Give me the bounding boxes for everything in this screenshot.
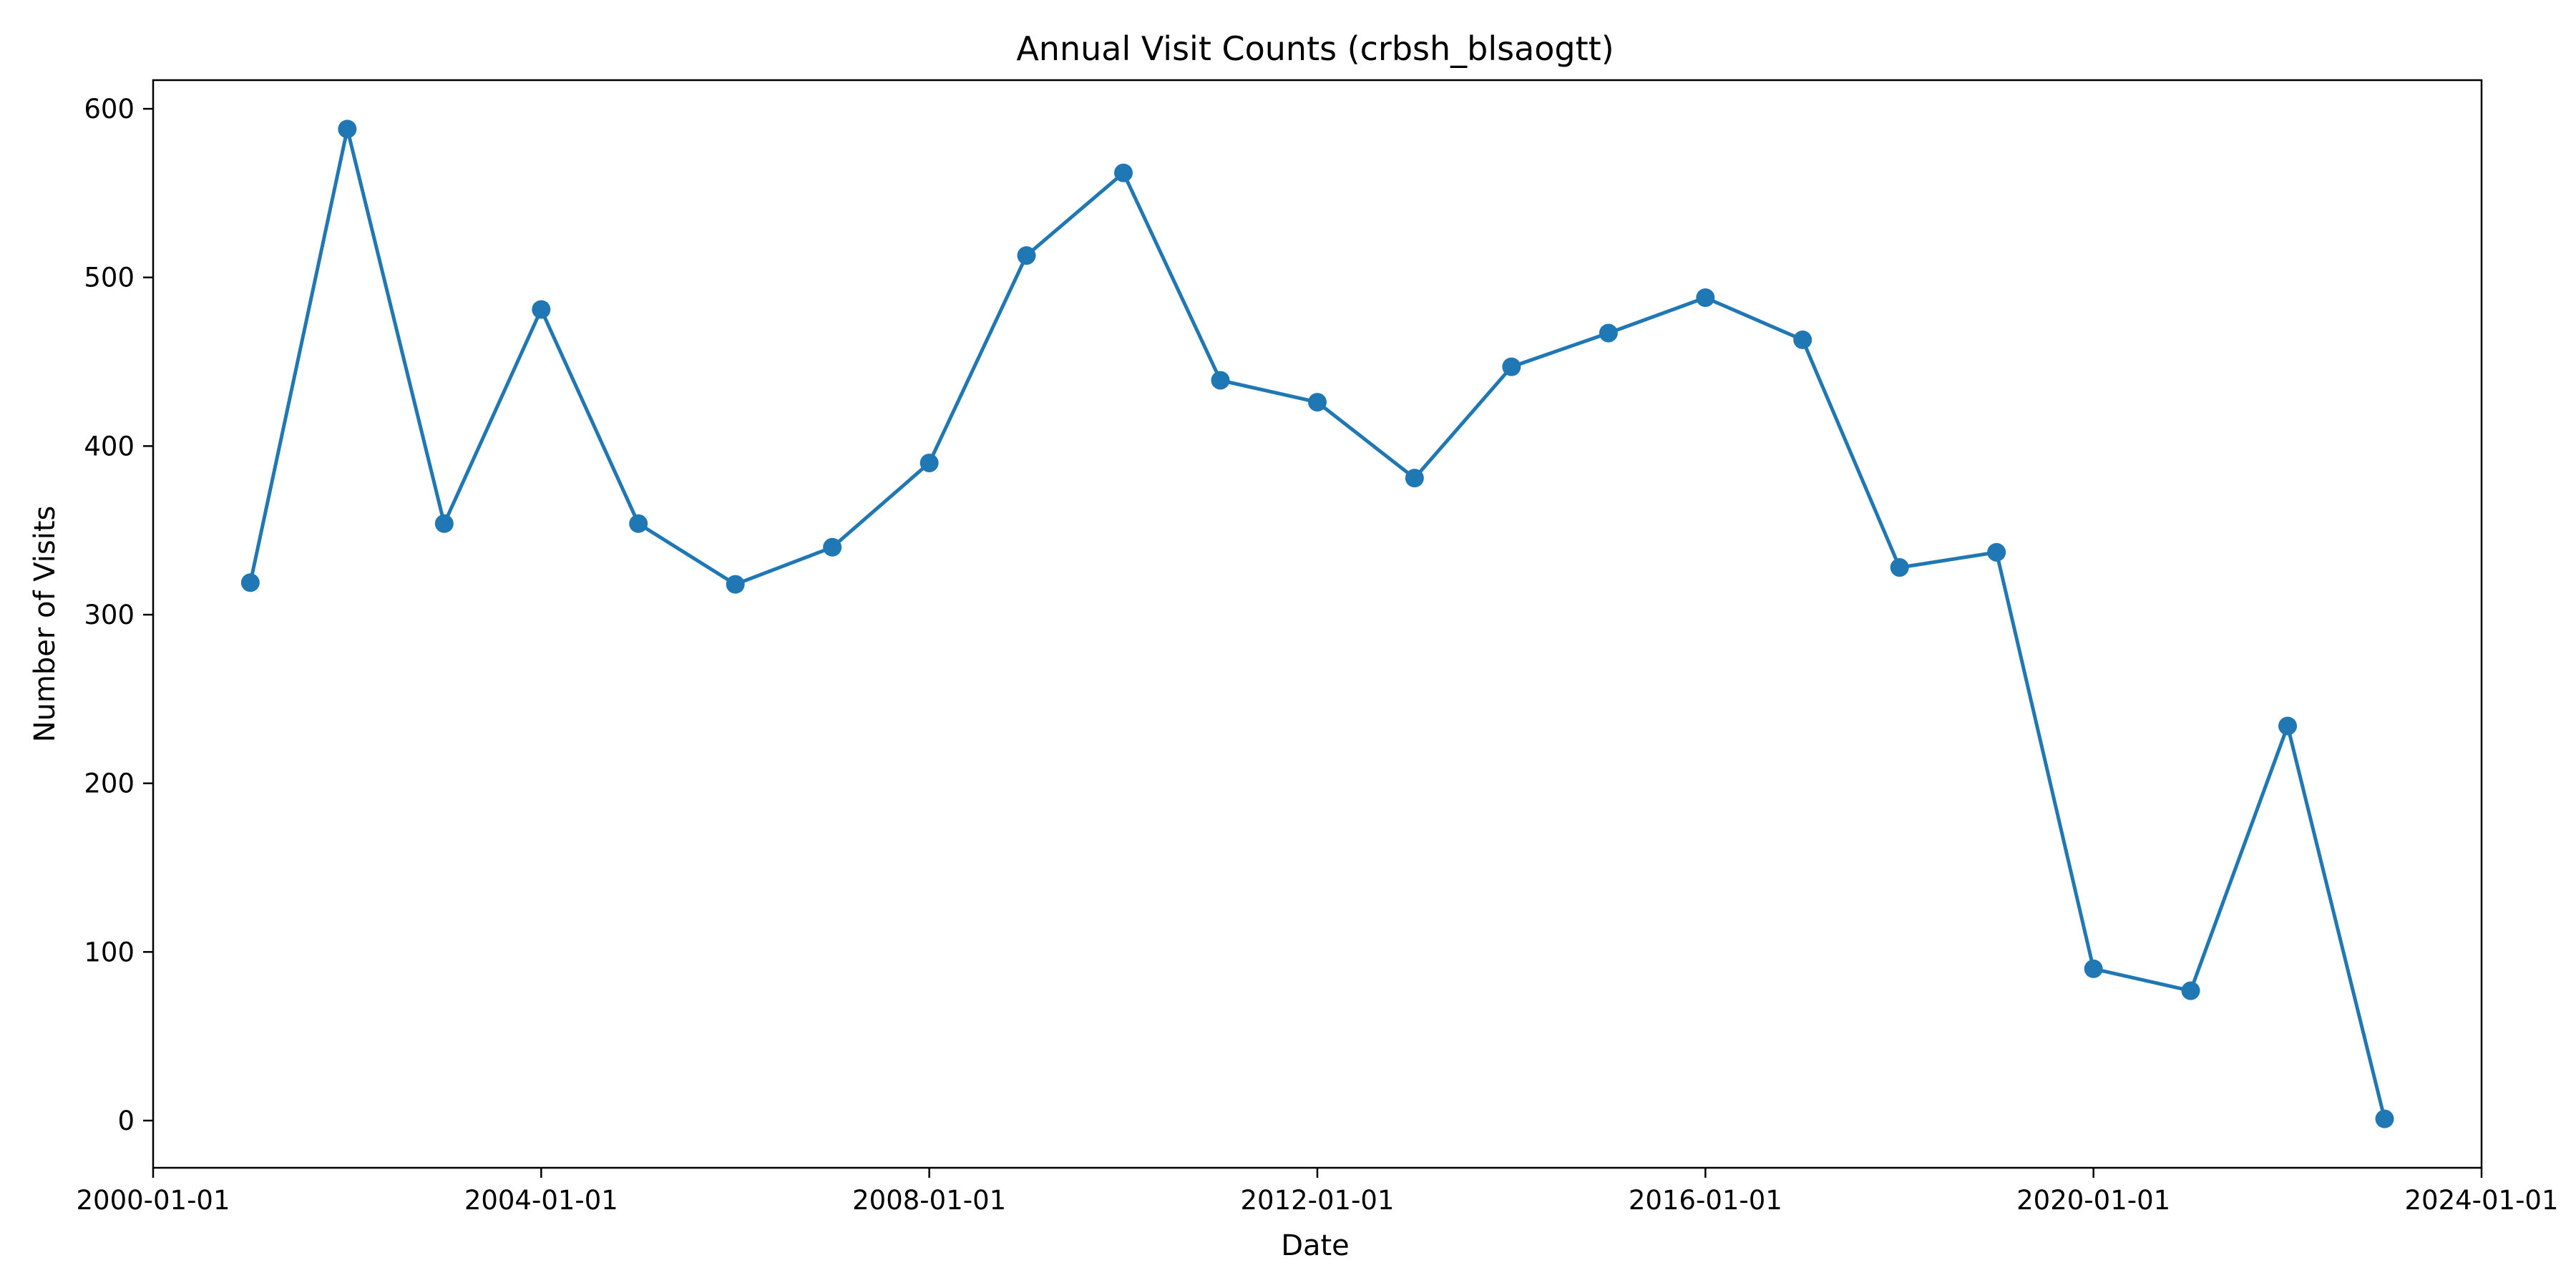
data-point [240, 573, 260, 592]
data-point [1308, 393, 1327, 412]
data-point [726, 575, 745, 594]
data-point [823, 537, 842, 557]
y-tick-label: 500 [84, 263, 135, 293]
data-point [1793, 330, 1813, 349]
plot-area [240, 119, 2394, 1128]
y-tick-label: 600 [84, 94, 135, 125]
x-tick-label: 2000-01-01 [76, 1185, 230, 1216]
data-point [2278, 716, 2298, 736]
data-point [1114, 163, 1133, 182]
data-point [2084, 959, 2103, 978]
data-point [1696, 288, 1715, 307]
data-point [434, 514, 454, 533]
data-point [1405, 469, 1424, 488]
data-point [1502, 357, 1521, 376]
x-axis: 2000-01-01 2004-01-01 2008-01-01 2012-01-01… [76, 1168, 2559, 1216]
data-point [1987, 542, 2006, 562]
y-tick-label: 200 [84, 769, 135, 799]
y-tick-label: 400 [84, 431, 135, 462]
data-point [1017, 246, 1036, 265]
x-tick-label: 2024-01-01 [2404, 1185, 2558, 1216]
data-point [919, 453, 939, 472]
data-point [1599, 323, 1618, 343]
x-tick-label: 2016-01-01 [1629, 1185, 1782, 1216]
y-tick-label: 300 [84, 600, 135, 630]
data-point [629, 514, 648, 533]
data-point [1211, 371, 1230, 390]
x-axis-label: Date [1281, 1229, 1350, 1262]
x-tick-label: 2020-01-01 [2016, 1185, 2170, 1216]
x-tick-label: 2008-01-01 [852, 1185, 1006, 1216]
x-tick-label: 2004-01-01 [464, 1185, 618, 1216]
y-tick-label: 100 [84, 937, 135, 967]
data-point [2375, 1109, 2394, 1128]
x-tick-label: 2012-01-01 [1240, 1185, 1394, 1216]
data-point [532, 300, 551, 319]
y-tick-label: 0 [117, 1106, 135, 1136]
data-point [338, 119, 357, 139]
y-axis-label: Number of Visits [29, 506, 62, 743]
data-point [1890, 558, 1909, 577]
y-axis: 0 100 200 300 400 500 600 [84, 94, 153, 1136]
data-point [2181, 981, 2200, 1000]
chart-title: Annual Visit Counts (crbsh_blsaogtt) [1016, 29, 1614, 68]
